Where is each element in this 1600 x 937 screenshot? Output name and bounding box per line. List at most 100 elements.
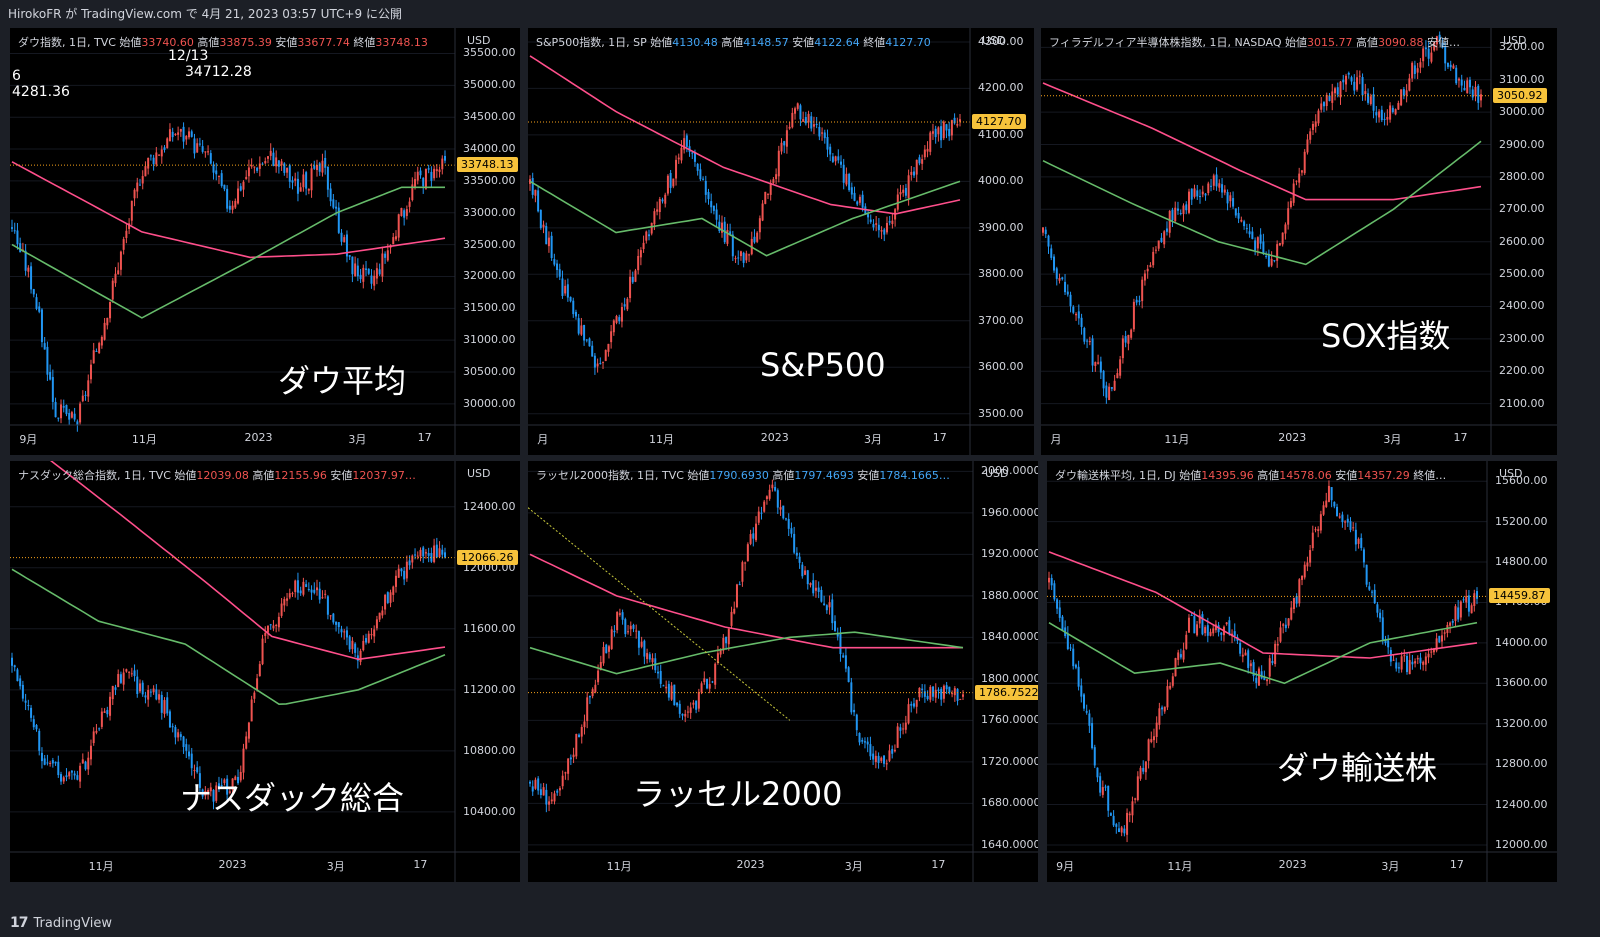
- candle-body: [1435, 638, 1438, 651]
- chart-panel-dow[interactable]: ダウ指数, 1日, TVC 始値33740.60 高値33875.39 安値33…: [10, 28, 520, 455]
- x-tick-label: 9月: [19, 433, 38, 446]
- candle-body: [1152, 251, 1155, 266]
- candle-body: [1143, 273, 1146, 281]
- candle-body: [343, 631, 346, 633]
- ohlc-label: 高値: [193, 36, 220, 49]
- candle-body: [1134, 798, 1137, 800]
- candle-body: [427, 553, 430, 556]
- candle-body: [959, 699, 962, 701]
- chart-panel-sox[interactable]: フィラデルフィア半導体株指数, 1日, NASDAQ 始値3015.77 高値3…: [1041, 28, 1557, 455]
- candle-body: [122, 239, 125, 250]
- chart-svg-ndx[interactable]: [10, 461, 520, 882]
- candle-body: [763, 501, 766, 512]
- candle-body: [182, 736, 185, 748]
- candle-body: [1214, 624, 1217, 631]
- candle-body: [438, 548, 441, 557]
- candle-body: [918, 687, 921, 698]
- candle-body: [839, 634, 842, 655]
- candle-body: [784, 518, 787, 520]
- y-tick-label: 31500.00: [463, 301, 516, 315]
- chart-panel-spx[interactable]: S&P500指数, 1日, SP 始値4130.48 高値4148.57 安値4…: [528, 28, 1034, 455]
- candle-body: [1405, 90, 1408, 96]
- candle-body: [1271, 660, 1274, 664]
- candle-body: [1083, 328, 1086, 342]
- chart-svg-dja[interactable]: [1047, 461, 1557, 882]
- candle-body: [1353, 81, 1356, 91]
- candle-body: [345, 630, 348, 638]
- candle-body: [1263, 677, 1266, 681]
- tradingview-logo[interactable]: 17 TradingView: [10, 915, 112, 931]
- candle-body: [553, 793, 556, 802]
- candle-body: [634, 270, 637, 282]
- candle-body: [1460, 79, 1463, 86]
- candle-body: [1163, 231, 1166, 245]
- candle-body: [1462, 599, 1465, 601]
- chart-svg-dow[interactable]: [10, 28, 520, 455]
- candle-body: [1325, 500, 1328, 507]
- candle-body: [51, 377, 54, 402]
- chart-svg-spx[interactable]: [528, 28, 1034, 455]
- y-tick-label: 30000.00: [463, 396, 516, 410]
- last-price-tag: 4127.70: [972, 114, 1026, 129]
- candle-body: [1309, 131, 1312, 140]
- chart-panel-rut[interactable]: ラッセル2000指数, 1日, TVC 始値1790.6930 高値1797.4…: [528, 461, 1038, 882]
- candle-body: [923, 691, 926, 697]
- candle-body: [1218, 183, 1221, 188]
- candle-body: [1132, 301, 1135, 330]
- candle-body: [430, 171, 433, 181]
- x-tick-label: 17: [1453, 431, 1468, 444]
- candle-body: [834, 156, 837, 162]
- candle-body: [1135, 299, 1138, 303]
- candle-body: [242, 748, 245, 773]
- candle-body: [1138, 300, 1141, 302]
- candle-body: [926, 148, 929, 152]
- candle-body: [607, 343, 610, 352]
- candle-body: [256, 167, 259, 171]
- x-tick-label: 11月: [606, 860, 632, 873]
- candle-body: [337, 622, 340, 628]
- candle-body: [403, 570, 406, 580]
- chart-panel-ndx[interactable]: ナスダック総合指数, 1日, TVC 始値12039.08 高値12155.96…: [10, 461, 520, 882]
- chart-svg-sox[interactable]: [1041, 28, 1557, 455]
- candle-body: [1314, 529, 1317, 531]
- candle-body: [731, 234, 734, 257]
- candle-body: [558, 788, 561, 791]
- candle-body: [915, 699, 918, 707]
- candle-body: [87, 380, 90, 397]
- candle-body: [639, 250, 642, 258]
- candle-body: [258, 664, 261, 677]
- candle-body: [904, 722, 907, 730]
- candle-body: [684, 713, 687, 717]
- candle-body: [95, 730, 98, 733]
- candle-body: [796, 103, 799, 109]
- candle-body: [1074, 664, 1077, 668]
- candle-body: [1212, 175, 1215, 186]
- candle-body: [561, 278, 564, 296]
- candle-body: [1322, 102, 1325, 107]
- y-tick-label: 4300.00: [978, 34, 1024, 48]
- y-tick-label: 13600.00: [1495, 676, 1548, 690]
- candle-body: [87, 757, 90, 770]
- candle-body: [220, 173, 223, 186]
- candle-body: [561, 775, 564, 787]
- candle-body: [35, 724, 38, 730]
- chart-panel-dja[interactable]: ダウ輸送株平均, 1日, DJ 始値14395.96 高値14578.06 安値…: [1047, 461, 1557, 882]
- y-tick-label: 2300.00: [1499, 331, 1545, 345]
- candle-body: [283, 163, 286, 173]
- chart-title-text: ダウ指数, 1日, TVC: [18, 36, 116, 49]
- candle-body: [847, 667, 850, 683]
- candle-body: [302, 174, 305, 188]
- candle-body: [809, 583, 812, 586]
- candle-body: [564, 285, 567, 294]
- candle-body: [1233, 631, 1236, 636]
- candle-body: [799, 105, 802, 120]
- candle-body: [215, 785, 218, 801]
- candle-body: [1397, 667, 1400, 669]
- y-tick-label: 10400.00: [463, 804, 516, 818]
- candle-body: [942, 121, 945, 139]
- index-name-label: ナスダック総合: [180, 779, 405, 817]
- y-tick-label: 3200.00: [1499, 40, 1545, 54]
- chart-svg-rut[interactable]: [528, 461, 1038, 882]
- candle-body: [261, 638, 264, 665]
- publish-info: HirokoFR が TradingView.com で 4月 21, 2023…: [8, 7, 402, 21]
